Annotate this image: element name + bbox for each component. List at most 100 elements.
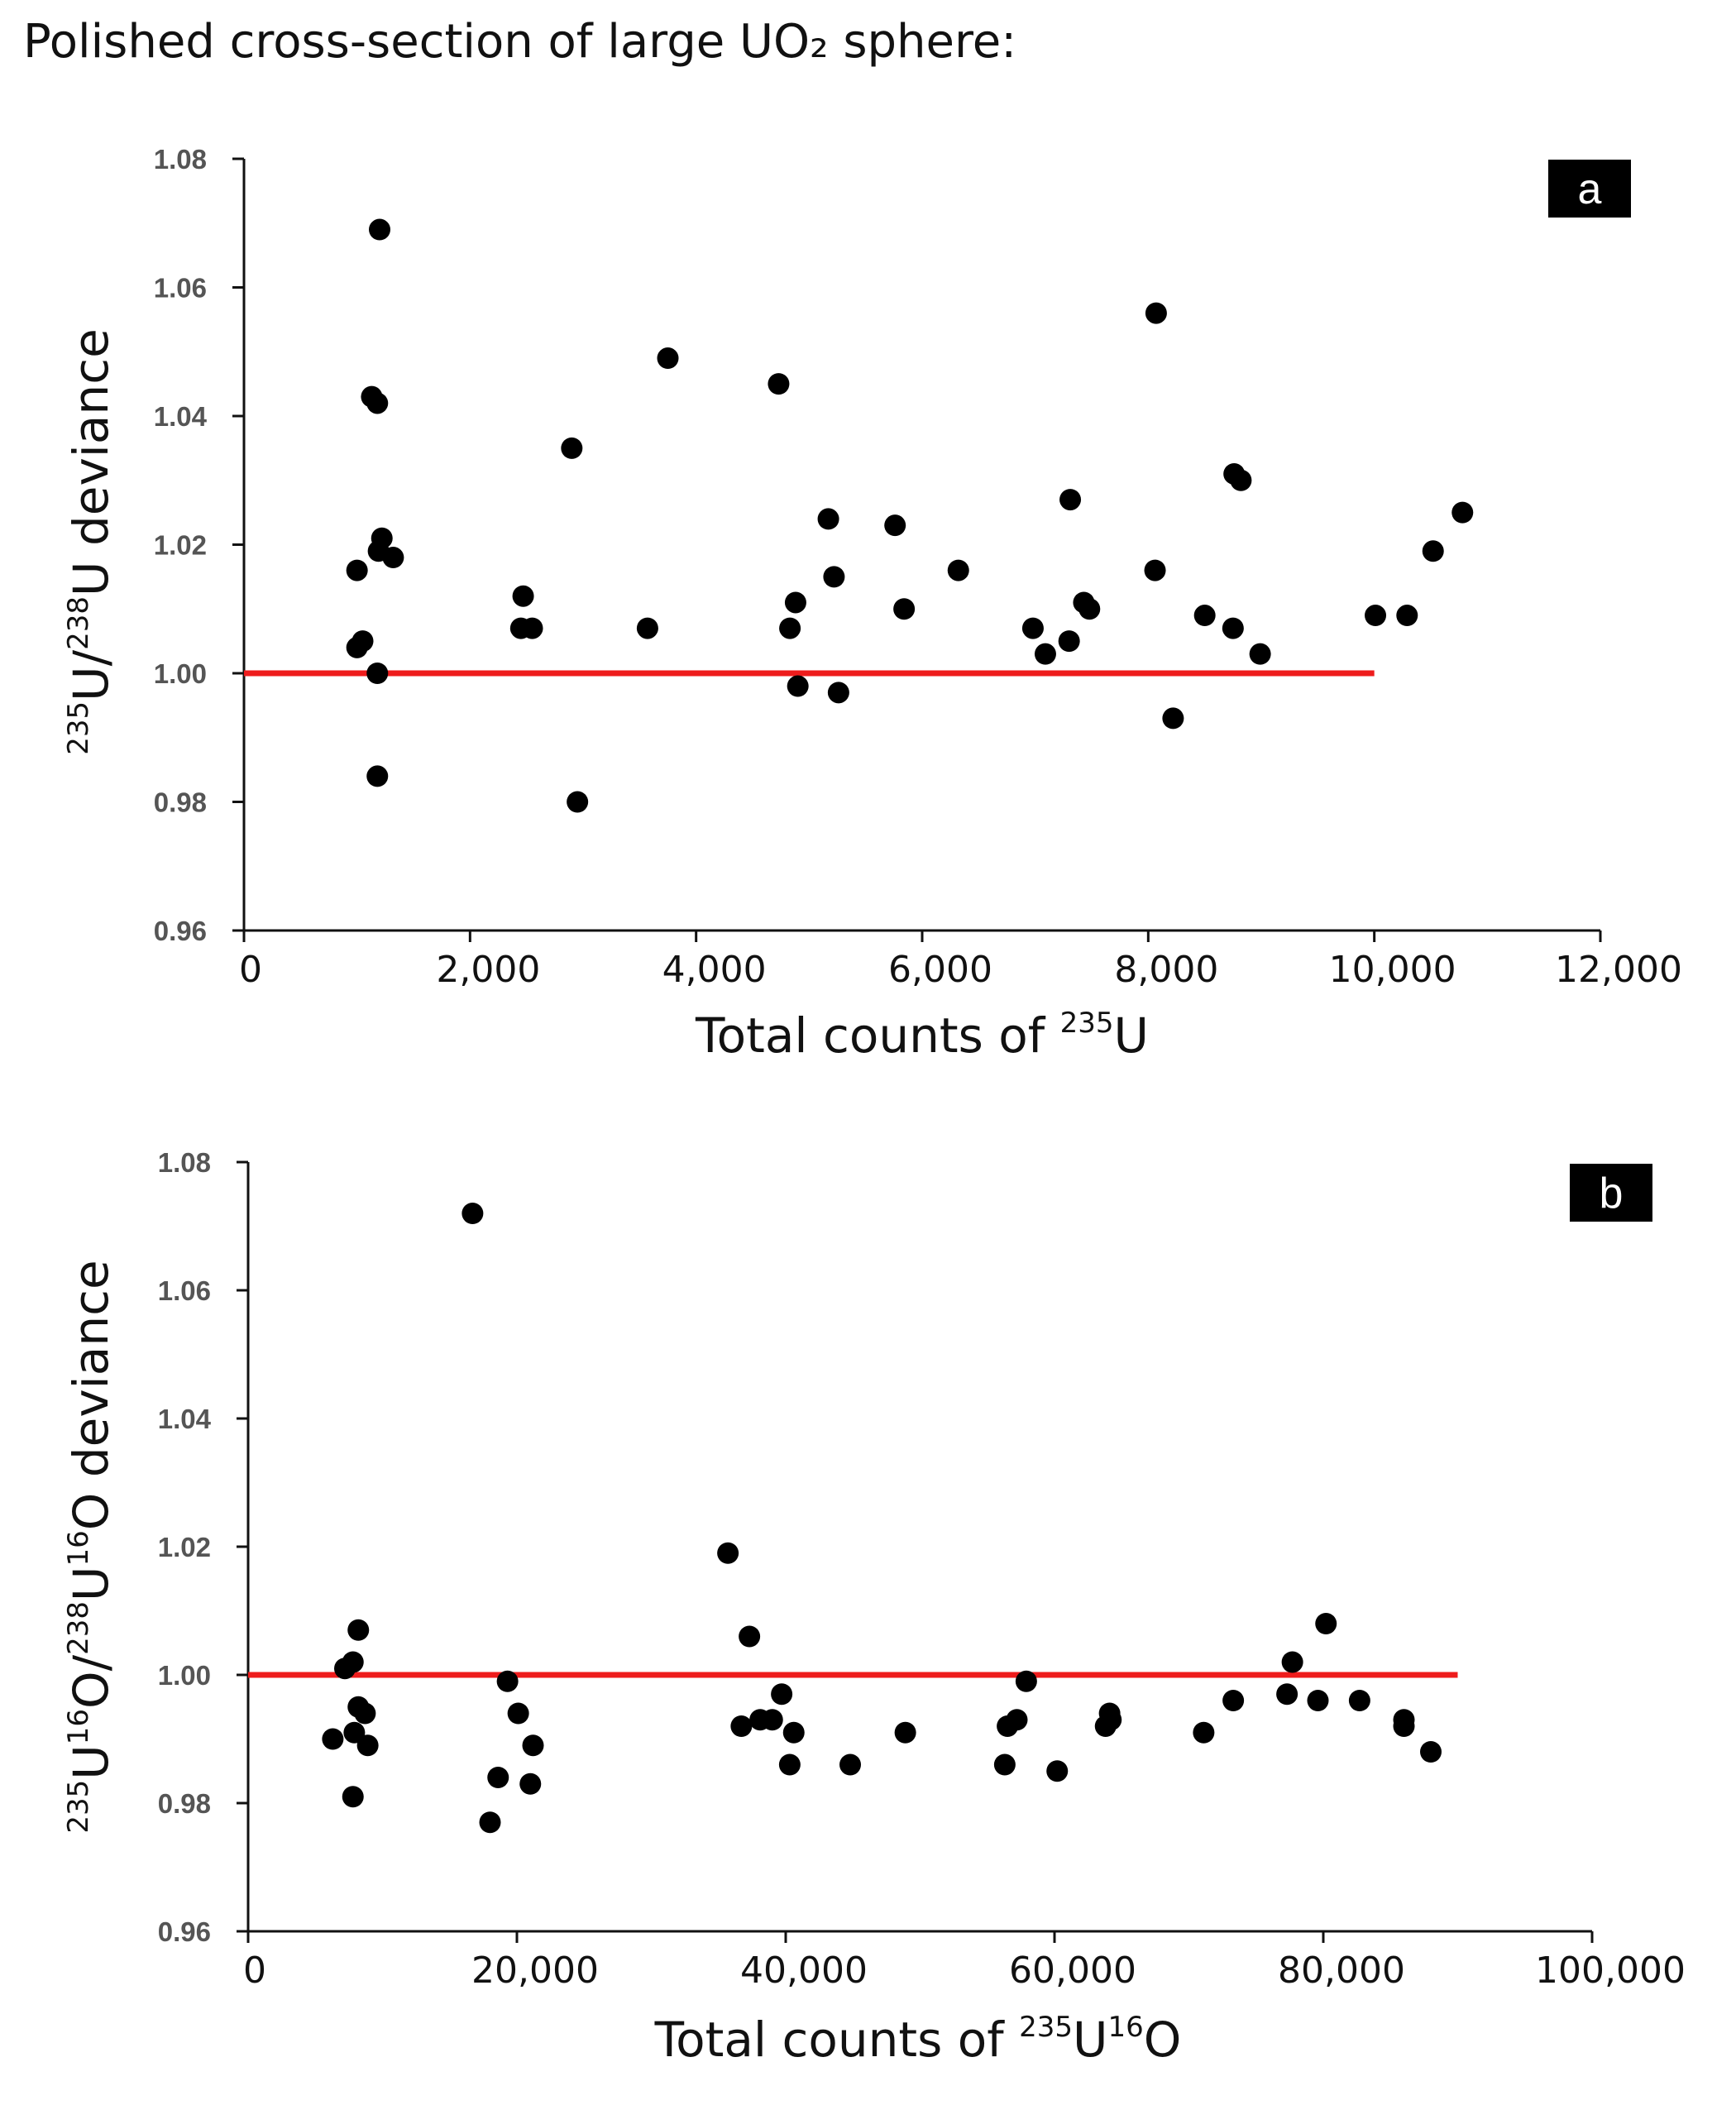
data-point-b (522, 1734, 544, 1757)
data-point-b (782, 1721, 805, 1744)
data-point-a (1021, 617, 1044, 639)
panel-tag-b (1570, 1164, 1652, 1222)
panel-tag-b-label: b (1600, 1170, 1624, 1218)
data-point-a (1222, 617, 1244, 639)
data-point-b (496, 1670, 519, 1692)
data-point-b (1222, 1690, 1245, 1711)
data-point-a (369, 218, 390, 241)
y-tick-label-b: 0.96 (158, 1916, 211, 1947)
data-point-b (839, 1753, 861, 1776)
data-point-a (1451, 501, 1474, 524)
data-point-a (779, 617, 801, 639)
data-point-a (567, 791, 589, 813)
data-point-b (342, 1786, 364, 1808)
x-tick-label-a: 8,000 (1114, 949, 1218, 991)
data-point-b (771, 1683, 793, 1706)
data-point-b (1348, 1690, 1370, 1711)
data-point-b (342, 1651, 364, 1673)
data-point-a (1145, 302, 1167, 324)
data-point-b (347, 1619, 370, 1641)
y-tick-label-b: 0.98 (158, 1788, 211, 1819)
data-point-b (730, 1715, 753, 1737)
data-point-b (1015, 1670, 1037, 1692)
y-tick-label-a: 1.00 (154, 658, 207, 689)
x-tick-label-a: 12,000 (1555, 949, 1682, 991)
x-tick-label-a: 4,000 (662, 949, 767, 991)
data-point-a (1162, 707, 1184, 730)
data-point-b (761, 1709, 783, 1731)
data-point-b (1420, 1741, 1442, 1763)
x-tick-label-b: 20,000 (471, 1950, 599, 1992)
data-point-a (636, 617, 658, 639)
data-point-a (657, 347, 679, 370)
data-point-a (823, 566, 845, 588)
data-point-a (512, 585, 534, 607)
panel-tag-a-label: a (1578, 165, 1602, 213)
chart-panel-b: 0.96 0.98 1.00 1.02 1.04 1.06 1.08 0 20,000 40,0… (62, 1147, 1686, 2068)
data-point-b (461, 1203, 484, 1224)
data-point-b (1393, 1715, 1415, 1737)
x-tick-label-a: 2,000 (436, 949, 540, 991)
data-point-a (827, 682, 849, 704)
y-tick-label-b: 1.08 (158, 1147, 211, 1178)
data-point-a (817, 508, 839, 530)
y-tick-label-a: 1.08 (154, 144, 207, 175)
panel-tag-a (1548, 160, 1631, 218)
data-point-b (479, 1811, 501, 1834)
y-tick-label-a: 0.98 (154, 787, 207, 818)
x-tick-label-a: 0 (239, 949, 262, 991)
data-point-b (1307, 1690, 1329, 1711)
y-tick-label-b: 1.04 (158, 1404, 212, 1434)
data-point-a (1144, 559, 1166, 581)
y-tick-label-a: 1.04 (154, 401, 208, 432)
data-point-a (1034, 643, 1056, 665)
data-point-a (787, 675, 809, 697)
data-point-a (1058, 630, 1080, 653)
data-point-b (519, 1773, 542, 1795)
data-point-a (884, 514, 906, 537)
data-point-b (1100, 1709, 1122, 1731)
data-point-a (346, 636, 368, 658)
data-point-b (1276, 1683, 1298, 1706)
data-point-b (322, 1728, 344, 1750)
data-point-b (507, 1702, 529, 1725)
data-point-b (356, 1734, 379, 1757)
data-point-a (784, 591, 806, 614)
data-point-a (1059, 489, 1082, 511)
x-tick-label-b: 60,000 (1009, 1950, 1136, 1992)
chart-panel-a: 0.96 0.98 1.00 1.02 1.04 1.06 1.08 0 2,000 4,000… (62, 144, 1682, 1064)
y-tick-label-b: 1.06 (158, 1275, 211, 1306)
x-tick-label-a: 6,000 (888, 949, 992, 991)
y-axis-label-b: 235U16O/238U16O deviance (62, 1260, 119, 1833)
data-point-b (343, 1721, 366, 1744)
x-axis-label-a: Total counts of 235U (695, 1007, 1149, 1064)
y-tick-label-b: 1.02 (158, 1532, 211, 1562)
data-point-b (1046, 1760, 1069, 1782)
data-point-b (778, 1753, 801, 1776)
y-tick-label-b: 1.00 (158, 1660, 211, 1691)
data-point-b (1315, 1613, 1337, 1634)
data-point-a (366, 663, 389, 684)
data-point-a (1249, 643, 1271, 665)
x-axis-label-b: Total counts of 235U16O (654, 2011, 1182, 2068)
x-tick-label-b: 100,000 (1535, 1950, 1686, 1992)
y-axis-label-a: 235U/238U deviance (62, 328, 119, 755)
data-point-a (366, 765, 389, 787)
y-tick-label-a: 1.06 (154, 273, 207, 304)
data-point-a (346, 559, 368, 581)
x-tick-label-a: 10,000 (1329, 949, 1456, 991)
data-point-a (768, 373, 790, 395)
data-point-a (1230, 469, 1252, 491)
data-point-b (1006, 1709, 1028, 1731)
data-point-a (1422, 540, 1444, 562)
data-point-b (354, 1702, 376, 1725)
data-point-a (893, 598, 916, 620)
y-tick-label-a: 0.96 (154, 916, 207, 946)
data-point-b (717, 1542, 739, 1564)
y-tick-label-a: 1.02 (154, 530, 207, 561)
data-point-a (561, 437, 583, 459)
data-point-a (521, 617, 543, 639)
data-point-a (1078, 598, 1101, 620)
data-point-b (1281, 1651, 1303, 1673)
data-point-a (1193, 605, 1216, 627)
